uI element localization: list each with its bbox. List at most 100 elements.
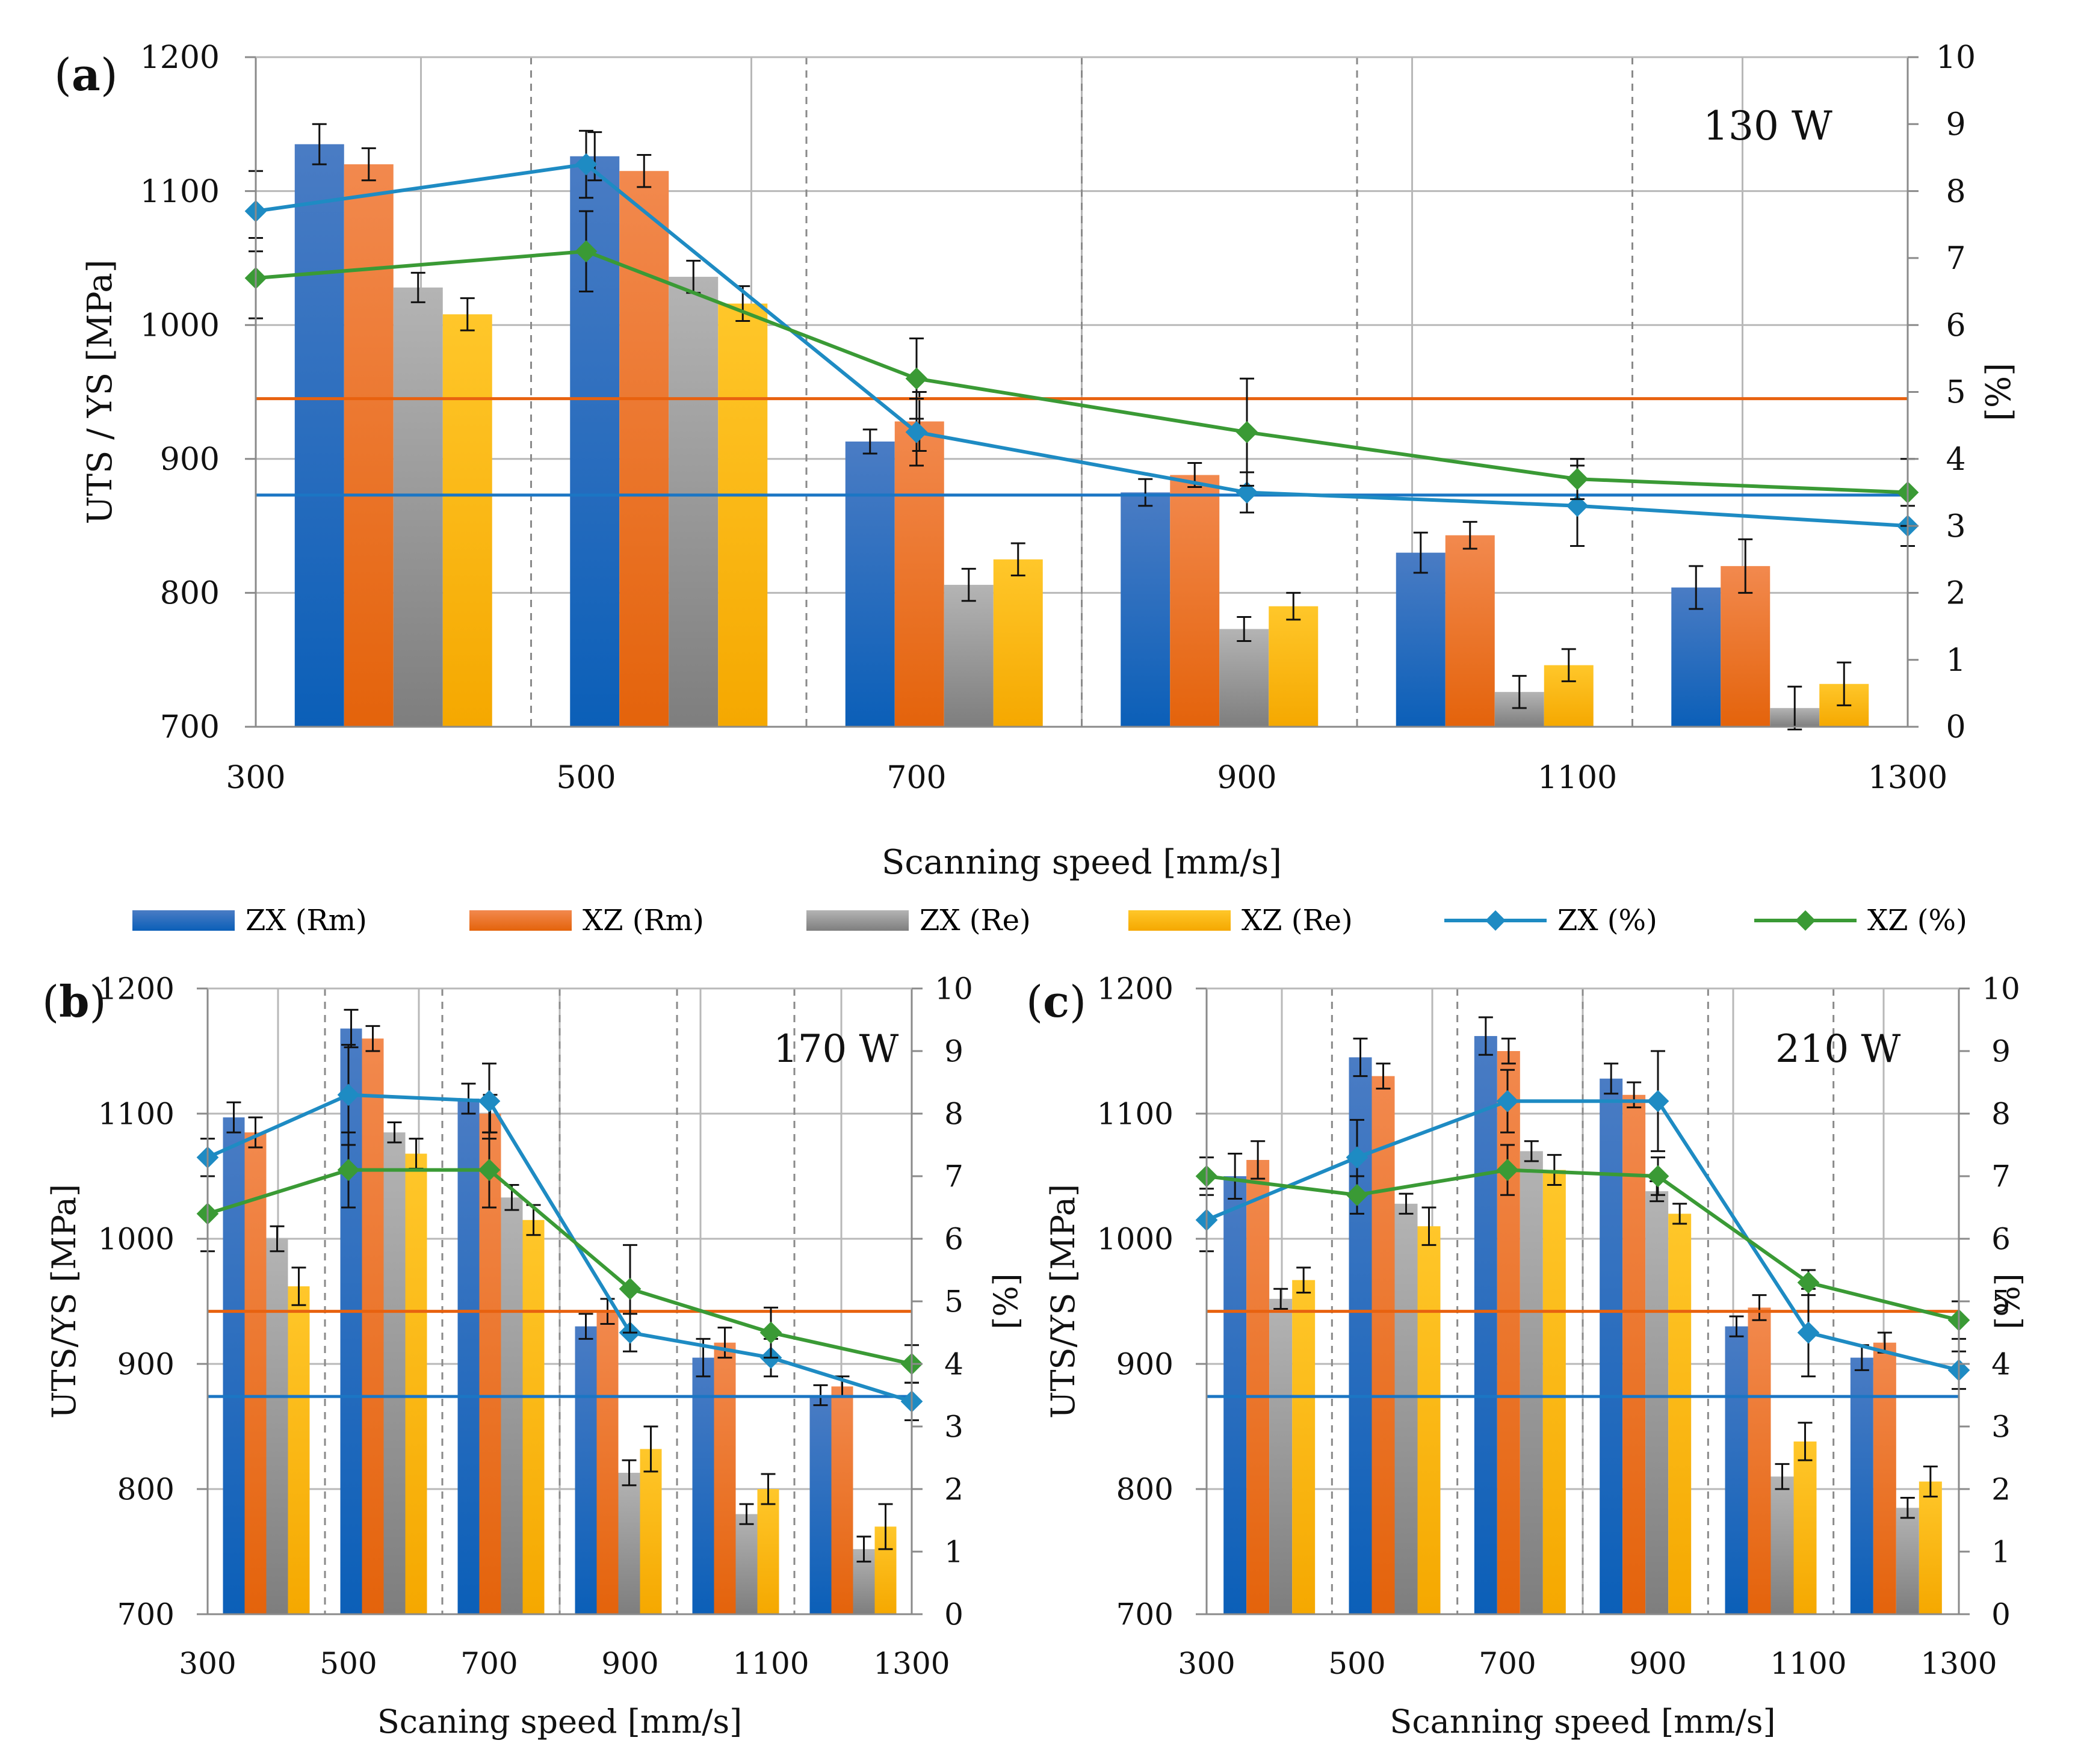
bar-xz-rm <box>1873 1342 1896 1614</box>
tick-label-x: 700 <box>1479 1646 1536 1681</box>
bar-zx-re <box>1645 1191 1669 1614</box>
legend-label: XZ (Re) <box>1242 904 1353 937</box>
legend-label: XZ (Rm) <box>583 904 704 937</box>
tick-label-left: 700 <box>1116 1597 1174 1632</box>
tick-label-left: 1100 <box>140 174 220 210</box>
y-axis-title-right: [%] <box>987 1273 1025 1329</box>
tick-label-left: 900 <box>160 442 220 478</box>
tick-label-right: 10 <box>1936 40 1976 76</box>
marker-zx-pct <box>1496 1090 1519 1112</box>
bar-zx-rm <box>1474 1036 1497 1614</box>
bar-zx-rm <box>692 1357 714 1614</box>
bar-xz-re <box>442 314 492 727</box>
bar-xz-rm <box>1170 475 1220 727</box>
bar-xz-rm <box>714 1342 736 1614</box>
marker-zx-pct <box>575 153 598 176</box>
tick-label-right: 4 <box>1991 1347 2011 1382</box>
bar-zx-re <box>383 1132 406 1614</box>
line-xz-pct <box>207 1168 912 1366</box>
tick-label-right: 1 <box>1991 1535 2011 1570</box>
bar-zx-rm <box>575 1326 597 1614</box>
bar-xz-re <box>1793 1441 1817 1614</box>
legend-swatch-zx-re <box>806 910 909 931</box>
marker-xz-pct <box>478 1159 501 1181</box>
marker-xz-pct <box>905 367 928 390</box>
panel-label-paren: ) <box>101 49 118 101</box>
bar-zx-re <box>944 585 994 727</box>
marker-xz-pct <box>1566 467 1589 490</box>
marker-xz-pct <box>1346 1183 1368 1206</box>
tick-label-right: 3 <box>1991 1410 2011 1445</box>
tick-label-x: 700 <box>886 760 946 796</box>
y-axis-title-right: [%] <box>1979 363 2018 421</box>
tick-label-x: 1100 <box>732 1646 809 1681</box>
tick-label-right: 0 <box>1946 709 1965 745</box>
bar-xz-re <box>1668 1214 1692 1614</box>
tick-label-left: 800 <box>160 576 220 612</box>
bar-zx-rm <box>223 1117 245 1614</box>
x-axis-title: Scanning speed [mm/s] <box>882 843 1282 882</box>
bar-zx-rm <box>457 1099 480 1614</box>
bar-zx-rm <box>809 1395 832 1614</box>
marker-xz-pct <box>759 1321 782 1344</box>
bar-xz-re <box>1417 1226 1441 1614</box>
line-zx-pct <box>206 1093 912 1404</box>
line-xz-pct <box>255 249 1908 495</box>
tick-label-right: 7 <box>944 1159 963 1194</box>
tick-label-left: 800 <box>1116 1472 1174 1507</box>
bar-xz-re <box>522 1220 545 1614</box>
legend-swatch-xz-rm <box>469 910 572 931</box>
bar-xz-re <box>1919 1481 1942 1614</box>
panel-a: 700 800 900 1000 1100 1200 0 1 2 3 4 5 6 7 8 9 10 300 500 7… <box>54 40 2018 882</box>
tick-label-right: 5 <box>1946 375 1965 411</box>
y-axis-title-left: UTS/YS [MPa] <box>45 1184 83 1419</box>
tick-label-x: 900 <box>1629 1646 1686 1681</box>
bar-zx-rm <box>294 144 344 727</box>
bar-xz-rm <box>894 421 944 727</box>
tick-label-left: 700 <box>160 709 220 745</box>
legend-item-zx-rm: ZX (Rm) <box>132 896 367 945</box>
tick-label-right: 0 <box>1991 1597 2011 1632</box>
marker-zx-pct <box>1235 481 1258 504</box>
bar-zx-re <box>393 287 443 727</box>
bar-xz-rm <box>1748 1307 1771 1614</box>
bar-zx-rm <box>1349 1057 1372 1614</box>
x-axis-title: Scanning speed [mm/s] <box>1390 1703 1775 1741</box>
tick-label-left: 700 <box>117 1597 175 1632</box>
bar-xz-re <box>640 1449 662 1614</box>
bar-zx-re <box>618 1472 640 1614</box>
panel-b: 700 800 900 1000 1100 1200 0 1 2 3 4 5 6 7 8 9 10 300 500 7… <box>42 972 1025 1741</box>
bar-xz-re <box>1542 1170 1566 1614</box>
tick-label-right: 0 <box>944 1597 963 1632</box>
bar-xz-rm <box>596 1311 619 1614</box>
tick-label-left: 1000 <box>140 307 220 344</box>
bar-xz-re <box>1269 606 1319 727</box>
legend-label: XZ (%) <box>1867 904 1967 937</box>
bar-xz-rm <box>244 1132 267 1614</box>
tick-label-right: 6 <box>1991 1222 2011 1257</box>
tick-label-right: 8 <box>944 1097 963 1132</box>
bar-xz-re <box>405 1153 427 1614</box>
bar-zx-re <box>735 1514 758 1614</box>
bar-xz-re <box>993 559 1043 727</box>
tick-label-left: 1100 <box>98 1097 175 1132</box>
bar-zx-rm <box>1850 1357 1873 1614</box>
line-xz-pct <box>1206 1168 1959 1322</box>
y-axis-title-left: UTS/YS [MPa] <box>1044 1184 1082 1419</box>
legend-swatch-zx-rm <box>132 910 235 931</box>
panel-label-letter: a <box>72 49 101 101</box>
panel-label-letter: c <box>1043 976 1069 1027</box>
panel-c: 700 800 900 1000 1100 1200 0 1 2 3 4 5 6 7 8 9 10 300 500 7… <box>1026 972 2027 1741</box>
power-label: 130 W <box>1703 103 1832 149</box>
bar-xz-re <box>718 303 768 727</box>
tick-label-right: 7 <box>1946 241 1965 277</box>
bar-xz-re <box>1292 1280 1316 1614</box>
line-zx-pct <box>255 162 1908 528</box>
bar-xz-rm <box>619 171 669 727</box>
tick-label-right: 8 <box>1991 1097 2011 1132</box>
marker-xz-pct <box>1797 1271 1820 1294</box>
legend-line-zx-pct <box>1444 910 1547 931</box>
legend-label: ZX (Rm) <box>246 904 367 937</box>
marker-xz-pct <box>1496 1159 1519 1181</box>
bar-xz-rm <box>1622 1094 1646 1614</box>
